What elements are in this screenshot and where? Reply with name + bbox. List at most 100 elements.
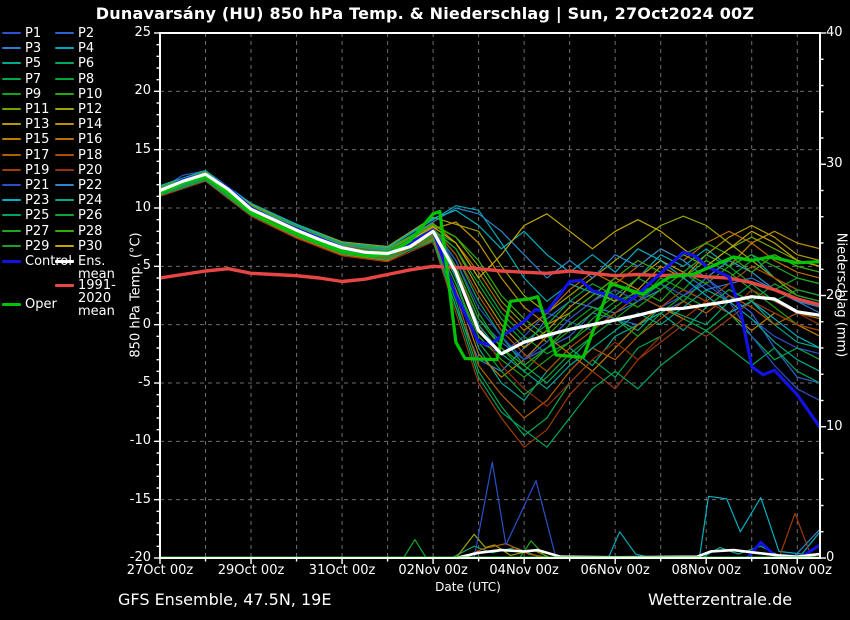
ytick-temp--5: -5	[138, 375, 151, 390]
xtick-02Nov-00z: 02Nov 00z	[398, 563, 468, 578]
series-ens-mean-temp	[160, 172, 820, 356]
series-p1-temp	[160, 174, 820, 355]
legend-label: P30	[78, 238, 103, 254]
legend-label: P12	[78, 102, 103, 117]
legend-swatch	[55, 284, 74, 288]
legend-swatch	[55, 184, 74, 186]
legend-label: P26	[78, 208, 103, 224]
legend-label: Ens. mean	[78, 254, 115, 282]
legend-swatch	[2, 302, 21, 306]
legend-swatch	[2, 153, 21, 156]
ytick-precip-10: 10	[826, 418, 843, 434]
xtick-31Oct-00z: 31Oct 00z	[308, 563, 376, 578]
series-p11-temp	[160, 171, 820, 343]
legend-swatch	[55, 153, 74, 156]
legend-label: P9	[25, 86, 42, 102]
legend-swatch	[55, 168, 74, 171]
legend-swatch	[55, 108, 74, 110]
legend-label: P19	[25, 162, 50, 178]
legend-swatch	[2, 214, 21, 217]
series-p26-precip	[402, 538, 427, 558]
axis-ticks	[154, 32, 826, 564]
legend-swatch	[55, 199, 74, 202]
legend-label: P3	[25, 41, 42, 57]
series-p12-temp	[160, 170, 820, 314]
ytick-temp-10: 10	[134, 200, 151, 215]
series-p23-precip	[698, 495, 820, 558]
legend-label: P8	[78, 71, 95, 87]
xtick-29Oct-00z: 29Oct 00z	[217, 563, 285, 578]
legend-swatch	[2, 62, 21, 65]
series-1991-2020-mean-temp	[160, 264, 820, 307]
legend-swatch	[2, 199, 21, 202]
series-p25-temp	[160, 179, 820, 448]
series-p21-precip	[473, 461, 557, 558]
xtick-08Nov-00z: 08Nov 00z	[671, 563, 741, 578]
ytick-precip-20: 20	[826, 287, 843, 303]
ytick-temp-15: 15	[134, 141, 151, 157]
ytick-precip-40: 40	[826, 25, 843, 40]
legend-label: P28	[78, 223, 103, 239]
ytick-temp--20: -20	[129, 550, 151, 565]
chart-title: Dunavarsány (HU) 850 hPa Temp. & Nieders…	[95, 4, 755, 23]
legend-swatch	[55, 229, 74, 232]
legend-label: P2	[78, 26, 95, 41]
ytick-precip-30: 30	[826, 156, 843, 172]
footer-site-credit: Wetterzentrale.de	[648, 590, 793, 609]
legend-label: P10	[78, 86, 103, 102]
legend-swatch	[55, 244, 74, 247]
legend-label: P15	[25, 132, 50, 148]
legend-label: P24	[78, 193, 103, 209]
legend-label: P25	[25, 208, 50, 224]
legend-label: P11	[25, 102, 50, 117]
legend-label: P13	[25, 117, 50, 133]
precip	[160, 461, 820, 558]
series-p22-temp	[160, 172, 820, 308]
xtick-27Oct-00z: 27Oct 00z	[126, 563, 194, 578]
footer-model-info: GFS Ensemble, 47.5N, 19E	[118, 590, 332, 609]
legend-label: P7	[25, 71, 42, 87]
legend-swatch	[2, 244, 21, 247]
ytick-precip-0: 0	[826, 550, 835, 565]
legend-label: Oper	[25, 296, 57, 312]
legend-swatch	[2, 92, 21, 95]
legend-swatch	[55, 138, 74, 141]
legend-label: Control	[25, 254, 72, 269]
series-p26-temp	[160, 173, 820, 343]
legend-swatch	[55, 77, 74, 80]
ytick-temp-0: 0	[142, 316, 151, 332]
series-p28-temp	[160, 171, 820, 337]
legend-label: P1	[25, 26, 42, 41]
legend-label: P16	[78, 132, 103, 148]
legend-swatch	[2, 123, 21, 126]
legend-swatch	[2, 229, 21, 232]
legend-label: P23	[25, 193, 50, 209]
legend-label: P22	[78, 178, 103, 193]
ytick-temp-20: 20	[134, 83, 151, 99]
legend-swatch	[55, 47, 74, 50]
legend-label: P4	[78, 41, 95, 57]
legend-swatch	[55, 260, 74, 263]
legend-swatch	[2, 260, 21, 263]
legend-swatch	[2, 77, 21, 80]
xtick-04Nov-00z: 04Nov 00z	[489, 563, 559, 578]
ytick-temp-5: 5	[142, 258, 151, 274]
legend-label: P14	[78, 117, 103, 133]
legend-label: P6	[78, 56, 95, 72]
legend-swatch	[2, 32, 21, 34]
ytick-temp-25: 25	[134, 25, 151, 40]
x-axis-label: Date (UTC)	[435, 580, 501, 594]
y-axis-label-temp: 850 hPa Temp. (°C)	[128, 232, 144, 358]
legend-swatch	[55, 92, 74, 95]
series-p23-temp	[160, 170, 820, 349]
xtick-10Nov-00z: 10Nov 00z	[762, 563, 832, 578]
legend-swatch	[2, 138, 21, 141]
legend-label: 1991-2020 mean	[78, 278, 116, 320]
legend-label: P27	[25, 223, 50, 239]
legend-label: P21	[25, 178, 50, 193]
temp	[160, 170, 820, 448]
legend-swatch	[2, 168, 21, 171]
legend-label: P18	[78, 147, 103, 163]
